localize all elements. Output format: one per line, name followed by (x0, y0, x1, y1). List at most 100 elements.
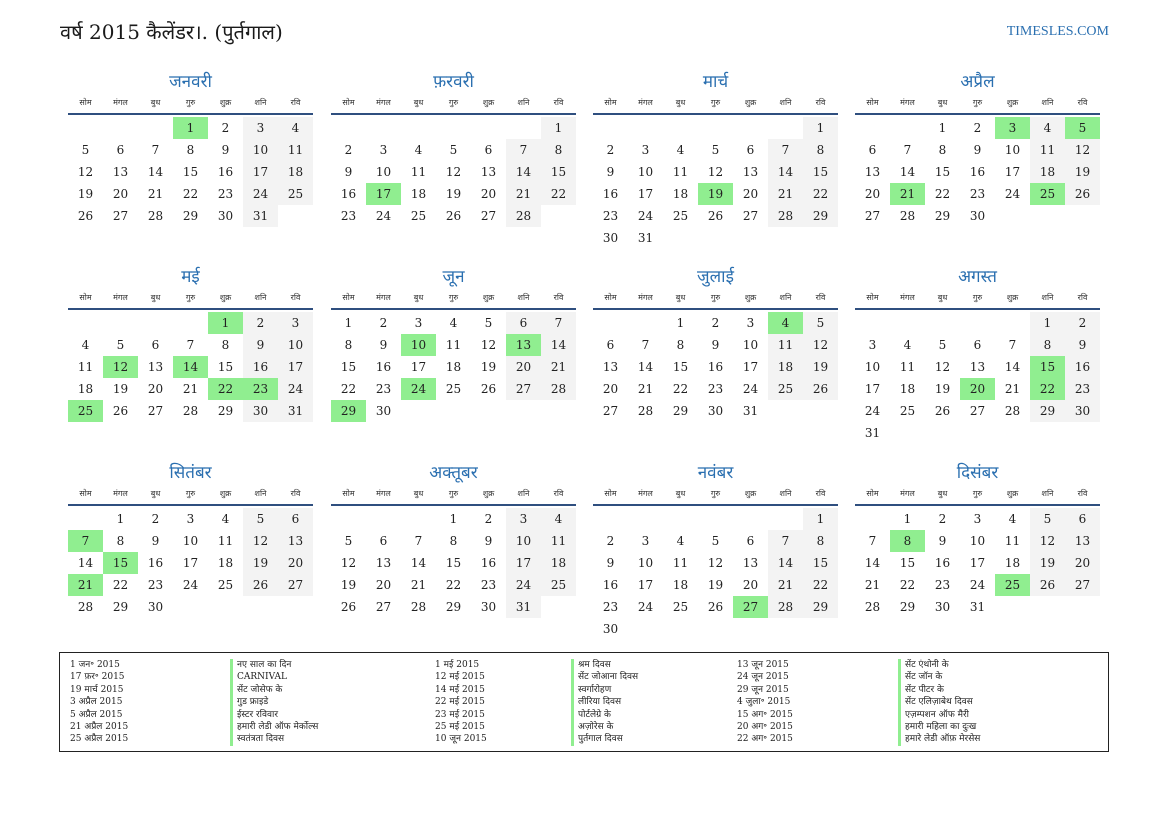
day-cell: 20 (506, 356, 541, 378)
legend-holiday-name: ईस्टर रविवार (230, 708, 318, 722)
day-cell: 31 (742, 404, 759, 418)
day-cell: 16 (602, 187, 619, 201)
empty-day-cell (733, 508, 768, 530)
day-cell: 5 (81, 143, 90, 157)
empty-day-cell (366, 117, 401, 139)
day-cell: 1 (803, 508, 838, 530)
day-cell: 23 (147, 578, 164, 592)
legend-date: 10 जून 2015 (435, 734, 487, 745)
empty-day-cell (890, 312, 925, 334)
day-cell: 3 (641, 143, 650, 157)
page-title: वर्ष 2015 कैलेंडर।. (पुर्तगाल) (60, 20, 283, 44)
day-cell: 13 (864, 165, 881, 179)
weekday-label: सोम (342, 293, 355, 302)
days-grid: 1 2 3 4 5 6 7 8 9 10 11 12 13 14 15 16 17 18 19 20 21 22 23 24 2… (855, 312, 1100, 444)
day-cell: 15 (182, 165, 199, 179)
day-cell: 15 (217, 360, 234, 374)
day-cell: 15 (934, 165, 951, 179)
day-cell: 13 (375, 556, 392, 570)
day-cell: 3 (641, 534, 650, 548)
day-cell: 4 (541, 508, 576, 530)
day-cell: 18 (77, 382, 94, 396)
day-cell: 4 (81, 338, 90, 352)
day-cell: 18 (672, 187, 689, 201)
days-grid: 1 2 3 4 5 6 7 8 9 10 11 12 13 14 15 16 17 18 19 20 21 22 23 24 2… (593, 117, 838, 249)
day-cell: 6 (973, 338, 982, 352)
day-cell: 3 (278, 312, 313, 334)
day-cell: 29 (803, 596, 838, 618)
day-cell: 31 (278, 400, 313, 422)
empty-day-cell (138, 117, 173, 139)
day-cell: 10 (243, 139, 278, 161)
day-cell: 5 (1030, 508, 1065, 530)
days-grid: 1 2 3 4 5 6 7 8 9 10 11 12 13 14 15 16 17 18 19 20 21 22 23 24 2… (855, 117, 1100, 227)
weekday-label: सोम (79, 98, 92, 107)
day-cell: 5 (938, 338, 947, 352)
days-grid: 1 2 3 4 5 6 7 8 9 10 11 12 13 14 15 16 17 18 19 20 21 22 23 24 2… (331, 117, 576, 227)
day-cell: 7 (541, 312, 576, 334)
day-cell: 9 (1065, 334, 1100, 356)
day-cell: 28 (147, 209, 164, 223)
day-cell: 14 (768, 161, 803, 183)
site-link[interactable]: TIMESLES.COM (1006, 24, 1109, 39)
day-cell: 20 (112, 187, 129, 201)
empty-day-cell (593, 312, 628, 334)
day-cell: 6 (484, 143, 493, 157)
day-cell: 12 (445, 165, 462, 179)
day-cell: 18 (1004, 556, 1021, 570)
day-cell: 4 (278, 117, 313, 139)
weekday-label: बुध (937, 293, 948, 302)
header-rule (855, 308, 1100, 310)
empty-day-cell (698, 117, 733, 139)
day-cell: 21 (1004, 382, 1021, 396)
empty-day-cell (925, 312, 960, 334)
weekday-header: सोम मंगल बुध गुरु शुक्र शनि रवि (855, 96, 1100, 110)
day-cell: 13 (602, 360, 619, 374)
day-cell: 20 (864, 187, 881, 201)
day-cell: 13 (742, 165, 759, 179)
day-cell: 8 (344, 338, 353, 352)
day-cell: 17 (182, 556, 199, 570)
day-cell: 18 (672, 578, 689, 592)
empty-day-cell (628, 508, 663, 530)
day-cell: 31 (864, 426, 881, 440)
day-cell: 8 (803, 530, 838, 552)
day-cell: 24 (243, 183, 278, 205)
day-cell: 2 (711, 316, 720, 330)
day-cell: 11 (672, 556, 689, 570)
day-cell: 6 (116, 143, 125, 157)
month-name: सितंबर (169, 463, 212, 483)
day-cell: 14 (864, 556, 881, 570)
empty-day-cell (593, 117, 628, 139)
day-cell: 30 (217, 209, 234, 223)
weekday-label: रवि (553, 293, 564, 302)
day-cell: 20 (742, 187, 759, 201)
days-grid: 1 2 3 4 5 6 7 8 9 10 11 12 13 14 15 16 17 18 19 20 21 22 23 24 2… (593, 508, 838, 640)
holiday-legend: 1 जन॰ 2015 17 फ़र॰ 2015 19 मार्च 2015 3 अप्… (59, 652, 1109, 752)
day-cell: 8 (676, 338, 685, 352)
weekday-label: रवि (815, 489, 826, 498)
day-cell: 16 (340, 187, 357, 201)
day-cell: 1 (903, 512, 912, 526)
day-cell: 8 (186, 143, 195, 157)
day-cell: 13 (969, 360, 986, 374)
day-cell: 3 (186, 512, 195, 526)
day-cell: 3 (506, 508, 541, 530)
day-cell: 26 (707, 209, 724, 223)
holiday-day-cell: 12 (103, 356, 138, 378)
weekday-label: शनि (517, 489, 530, 498)
day-cell: 1 (541, 117, 576, 139)
legend-holiday-name: पुर्तगाल दिवस (571, 733, 638, 746)
weekday-label: शुक्र (482, 293, 495, 302)
weekday-label: बुध (675, 489, 686, 498)
day-cell: 12 (934, 360, 951, 374)
month-name: अप्रैल (960, 72, 995, 92)
day-cell: 3 (379, 143, 388, 157)
weekday-label: शुक्र (482, 98, 495, 107)
day-cell: 5 (484, 316, 493, 330)
legend-holiday-name: श्रम दिवस (571, 659, 638, 672)
holiday-day-cell: 3 (995, 117, 1030, 139)
day-cell: 26 (77, 209, 94, 223)
month-calendar: अगस्त सोम मंगल बुध गुरु शुक्र शनि रवि 1 2 3 4 5 6 7 8 9 1… (855, 265, 1100, 444)
day-cell: 28 (768, 205, 803, 227)
